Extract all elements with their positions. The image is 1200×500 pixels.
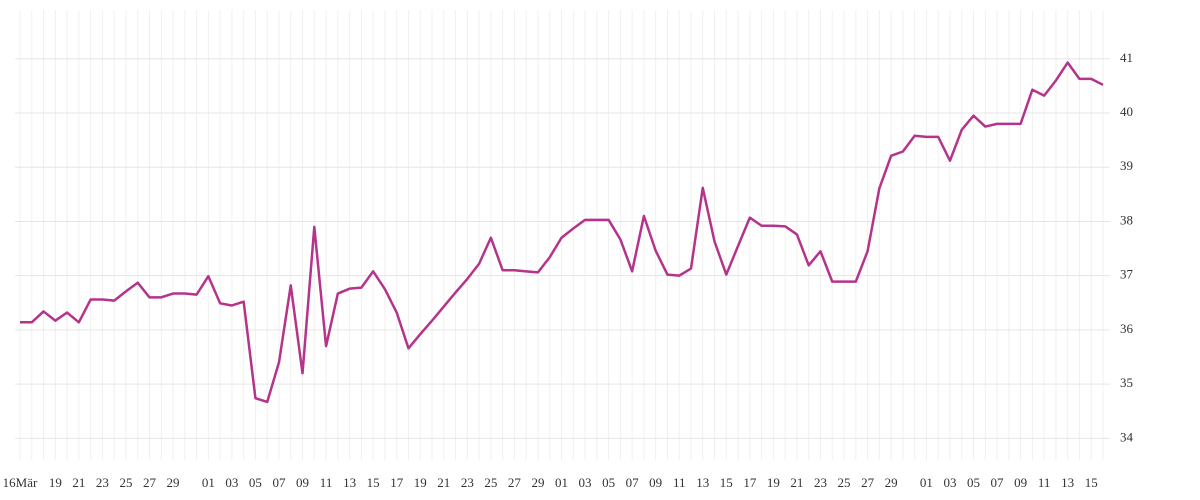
x-tick-label: 19 (414, 475, 427, 490)
x-tick-label: 07 (991, 475, 1005, 490)
x-tick-label: 09 (1014, 475, 1027, 490)
x-tick-label: 27 (508, 475, 522, 490)
x-tick-label: 03 (579, 475, 592, 490)
x-tick-label: 25 (484, 475, 497, 490)
y-tick-label: 39 (1120, 158, 1133, 173)
x-tick-label: 01 (202, 475, 215, 490)
x-tick-label: 21 (72, 475, 85, 490)
x-tick-label: 05 (602, 475, 615, 490)
x-tick-label: 19 (49, 475, 62, 490)
y-tick-label: 36 (1120, 321, 1134, 336)
x-tick-label: 23 (814, 475, 827, 490)
x-tick-label: 23 (461, 475, 474, 490)
x-tick-label: 05 (249, 475, 262, 490)
x-tick-label: 23 (96, 475, 109, 490)
x-tick-label: 11 (673, 475, 686, 490)
x-tick-label: 29 (167, 475, 180, 490)
x-tick-label: 16Mär (3, 475, 38, 490)
x-tick-label: 09 (296, 475, 309, 490)
x-tick-label: 21 (437, 475, 450, 490)
x-tick-label: 01 (920, 475, 933, 490)
x-tick-label: 27 (143, 475, 157, 490)
x-tick-label: 07 (626, 475, 640, 490)
y-tick-label: 35 (1120, 375, 1133, 390)
x-tick-label: 01 (555, 475, 568, 490)
x-tick-label: 09 (649, 475, 662, 490)
x-tick-label: 13 (1061, 475, 1074, 490)
x-tick-label: 03 (225, 475, 238, 490)
x-tick-label: 25 (838, 475, 851, 490)
y-tick-label: 34 (1120, 429, 1134, 444)
x-tick-label: 15 (367, 475, 380, 490)
x-tick-label: 17 (743, 475, 757, 490)
y-tick-label: 37 (1120, 267, 1134, 282)
x-tick-label: 11 (1038, 475, 1051, 490)
x-tick-label: 29 (885, 475, 898, 490)
x-tick-label: 03 (943, 475, 956, 490)
x-tick-label: 21 (790, 475, 803, 490)
x-tick-label: 05 (967, 475, 980, 490)
x-tick-label: 19 (767, 475, 780, 490)
x-tick-label: 25 (119, 475, 132, 490)
x-tick-label: 17 (390, 475, 404, 490)
y-tick-label: 40 (1120, 104, 1133, 119)
y-tick-label: 41 (1120, 50, 1133, 65)
x-tick-label: 15 (720, 475, 733, 490)
line (20, 61, 1104, 404)
y-tick-label: 38 (1120, 212, 1133, 227)
x-tick-label: 13 (696, 475, 709, 490)
x-tick-label: 07 (272, 475, 286, 490)
x-tick-label: 15 (1085, 475, 1098, 490)
x-tick-label: 13 (343, 475, 356, 490)
x-tick-label: 27 (861, 475, 875, 490)
x-tick-label: 29 (531, 475, 544, 490)
x-tick-label: 11 (320, 475, 333, 490)
